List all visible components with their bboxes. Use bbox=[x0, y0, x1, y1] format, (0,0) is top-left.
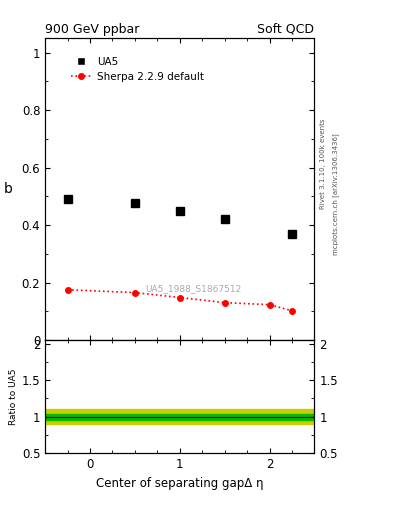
Text: mcplots.cern.ch [arXiv:1306.3436]: mcplots.cern.ch [arXiv:1306.3436] bbox=[332, 134, 339, 255]
Bar bbox=[45, 414, 314, 419]
Legend: UA5, Sherpa 2.2.9 default: UA5, Sherpa 2.2.9 default bbox=[66, 53, 208, 86]
Y-axis label: b: b bbox=[4, 182, 12, 196]
Text: 900 GeV ppbar: 900 GeV ppbar bbox=[45, 23, 140, 36]
Bar bbox=[45, 409, 314, 424]
Text: Soft QCD: Soft QCD bbox=[257, 23, 314, 36]
Text: Rivet 3.1.10, 100k events: Rivet 3.1.10, 100k events bbox=[320, 119, 326, 209]
Text: UA5_1988_S1867512: UA5_1988_S1867512 bbox=[145, 284, 241, 293]
Y-axis label: Ratio to UA5: Ratio to UA5 bbox=[9, 368, 18, 425]
X-axis label: Center of separating gapΔ η: Center of separating gapΔ η bbox=[96, 477, 264, 489]
